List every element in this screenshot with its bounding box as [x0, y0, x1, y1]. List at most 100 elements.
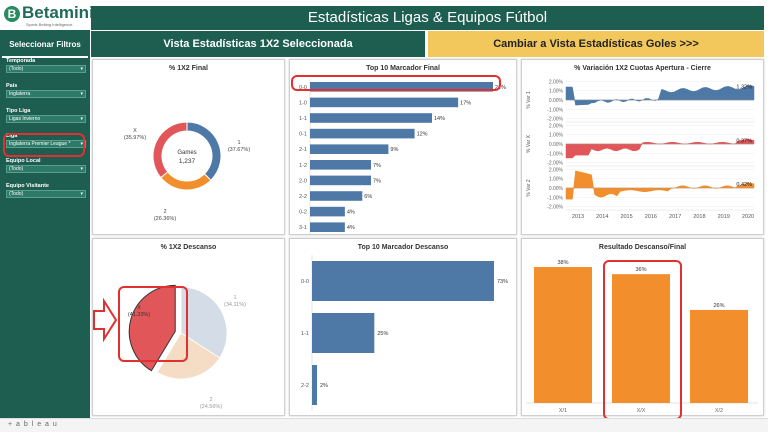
- end-value-label: 0.42%: [736, 182, 752, 188]
- panel-title: Top 10 Marcador Descanso: [357, 244, 449, 251]
- area-series-1: [565, 139, 755, 159]
- panel-title: % 1X2 Final: [169, 65, 208, 72]
- x-tick-label: 2019: [718, 214, 730, 220]
- panel-top10-final: Top 10 Marcador Final 0-0 21% 1-0 17% 1-1 14%…: [289, 59, 517, 235]
- tableau-logo[interactable]: + a b l e a u: [8, 421, 58, 428]
- equipo-visitante-dropdown[interactable]: (Todo) ▾: [6, 190, 86, 198]
- slice-label: X: [137, 305, 141, 311]
- y-tick-label: 1.00%: [549, 177, 564, 183]
- column-category-label: X/X: [637, 408, 646, 414]
- slice-label: 1: [233, 295, 236, 301]
- temporada-dropdown[interactable]: (Todo) ▾: [6, 65, 86, 73]
- column-X/1: [534, 267, 592, 403]
- end-value-label: 1.32%: [736, 84, 752, 90]
- column-X/2: [690, 309, 748, 403]
- bar-category-label: 2-0: [299, 178, 307, 184]
- y-tick-label: -1.00%: [547, 151, 563, 157]
- slice-pct: (37.67%): [228, 147, 250, 153]
- bar-value-label: 4%: [347, 225, 355, 231]
- bar-category-label: 0-2: [299, 210, 307, 216]
- panel-variacion-cuotas: % Variación 1X2 Cuotas Apertura - Cierre…: [521, 59, 764, 235]
- bar-category-label: 2-2: [301, 383, 309, 389]
- bar-value-label: 7%: [373, 163, 381, 169]
- bar-value-label: 9%: [390, 147, 398, 153]
- row-0-0-highlight-annotation: [291, 75, 501, 91]
- bar-2-2: [312, 365, 317, 405]
- y-tick-label: 0.00%: [549, 98, 564, 104]
- y-tick-label: -2.00%: [547, 161, 563, 167]
- bar-value-label: 73%: [497, 279, 508, 285]
- x-slice-highlight-annotation: [118, 286, 188, 362]
- filter-equipo-local: Equipo Local (Todo) ▾: [6, 158, 86, 173]
- switch-goles-view-button[interactable]: Cambiar a Vista Estadísticas Goles >>>: [428, 31, 764, 57]
- bar-value-label: 4%: [347, 210, 355, 216]
- slice-pct: (24.56%): [200, 404, 222, 410]
- filter-label: Equipo Visitante: [6, 183, 49, 189]
- bar-value-label: 25%: [377, 331, 388, 337]
- chevron-down-icon: ▾: [80, 141, 83, 147]
- tab-vista-1x2[interactable]: Vista Estadísticas 1X2 Seleccionada: [91, 31, 425, 57]
- y-tick-label: -2.00%: [547, 205, 563, 211]
- end-value-label: 0.37%: [736, 138, 752, 144]
- bar-1-2: [310, 160, 371, 170]
- y-tick-label: 0.00%: [549, 142, 564, 148]
- column-value-label: 26%: [713, 303, 724, 309]
- chevron-down-icon: ▾: [80, 66, 83, 72]
- logo-tagline: Sports Betting Intelligence: [26, 22, 73, 27]
- bar-chart-top10-final: 0-0 21% 1-0 17% 1-1 14% 0-1 12% 2-1 9% 1-2 7% 2-0 7% 2…: [299, 79, 506, 235]
- dashboard-title: Estadísticas Ligas & Equipos Fútbol: [91, 6, 764, 30]
- bar-category-label: 2-2: [299, 194, 307, 200]
- dropdown-value: Inglaterra: [9, 91, 31, 97]
- bar-1-0: [310, 97, 459, 108]
- y-tick-label: -1.00%: [547, 195, 563, 201]
- y-tick-label: 1.00%: [549, 133, 564, 139]
- equipo-local-dropdown[interactable]: (Todo) ▾: [6, 165, 86, 173]
- bar-category-label: 1-0: [299, 100, 307, 106]
- bar-category-label: 1-1: [301, 331, 309, 337]
- filter-label: País: [6, 83, 18, 89]
- column-category-label: X/1: [559, 408, 567, 414]
- logo-ball-icon: B: [4, 6, 20, 22]
- bar-0-0: [312, 261, 494, 301]
- dropdown-value: (Todo): [9, 166, 24, 172]
- filter-sidebar: Seleccionar Filtros Temporada (Todo) ▾ Pa…: [0, 30, 90, 418]
- panel-resultado-descanso-final: Resultado Descanso/Final 38% X/1 36% X/X 26%…: [521, 238, 764, 416]
- filter-label: Temporada: [6, 58, 36, 64]
- area-series-2: [565, 170, 755, 200]
- dropdown-value: Ligas Invierno: [9, 116, 41, 122]
- slice-label: 2: [163, 209, 166, 215]
- tipo-liga-dropdown[interactable]: Ligas Invierno ▾: [6, 115, 86, 123]
- footer-bar: + a b l e a u: [0, 418, 768, 432]
- pie-chart-1x2-descanso: 1(34.11%) 2(24.56%) X(41.33%): [128, 284, 246, 410]
- chevron-down-icon: ▾: [80, 191, 83, 197]
- y-tick-label: -1.00%: [547, 107, 563, 113]
- x-tick-label: 2020: [742, 214, 754, 220]
- panel-title: Resultado Descanso/Final: [598, 244, 687, 251]
- bar-category-label: 2-1: [299, 147, 307, 153]
- pais-dropdown[interactable]: Inglaterra ▾: [6, 90, 86, 98]
- filter-pais: País Inglaterra ▾: [6, 83, 86, 98]
- bar-category-label: 1-1: [299, 116, 307, 122]
- bar-category-label: 0-1: [299, 132, 307, 138]
- bar-1-1: [312, 313, 375, 353]
- bar-3-1: [310, 222, 345, 232]
- y-tick-label: 0.00%: [549, 186, 564, 192]
- top-bar: B Betaminic Sports Betting Intelligence …: [0, 0, 768, 30]
- slice-pct: (35.97%): [124, 135, 146, 141]
- betaminic-logo[interactable]: B Betaminic Sports Betting Intelligence: [4, 3, 103, 29]
- y-axis-title: % Var 1: [526, 91, 532, 109]
- bar-category-label: 0-0: [301, 279, 309, 285]
- panel-top10-descanso: Top 10 Marcador Descanso 0-0 73% 1-1 25% 2-2…: [289, 238, 517, 416]
- x-tick-label: 2018: [693, 214, 705, 220]
- bar-value-label: 14%: [434, 116, 445, 122]
- panel-1x2-final: % 1X2 Final Games 1,237 1 (37.67%) 2 (26.36%)…: [92, 59, 285, 235]
- filter-equipo-visitante: Equipo Visitante (Todo) ▾: [6, 183, 86, 198]
- y-tick-label: 2.00%: [549, 167, 564, 173]
- bar-0-0: [310, 82, 493, 92]
- dropdown-value: Inglaterra Premier League *: [9, 141, 71, 147]
- bar-value-label: 17%: [460, 100, 471, 106]
- x-tick-label: 2016: [645, 214, 657, 220]
- x-tick-label: 2015: [620, 214, 632, 220]
- y-tick-label: 1.00%: [549, 89, 564, 95]
- liga-dropdown[interactable]: Inglaterra Premier League * ▾: [6, 140, 86, 148]
